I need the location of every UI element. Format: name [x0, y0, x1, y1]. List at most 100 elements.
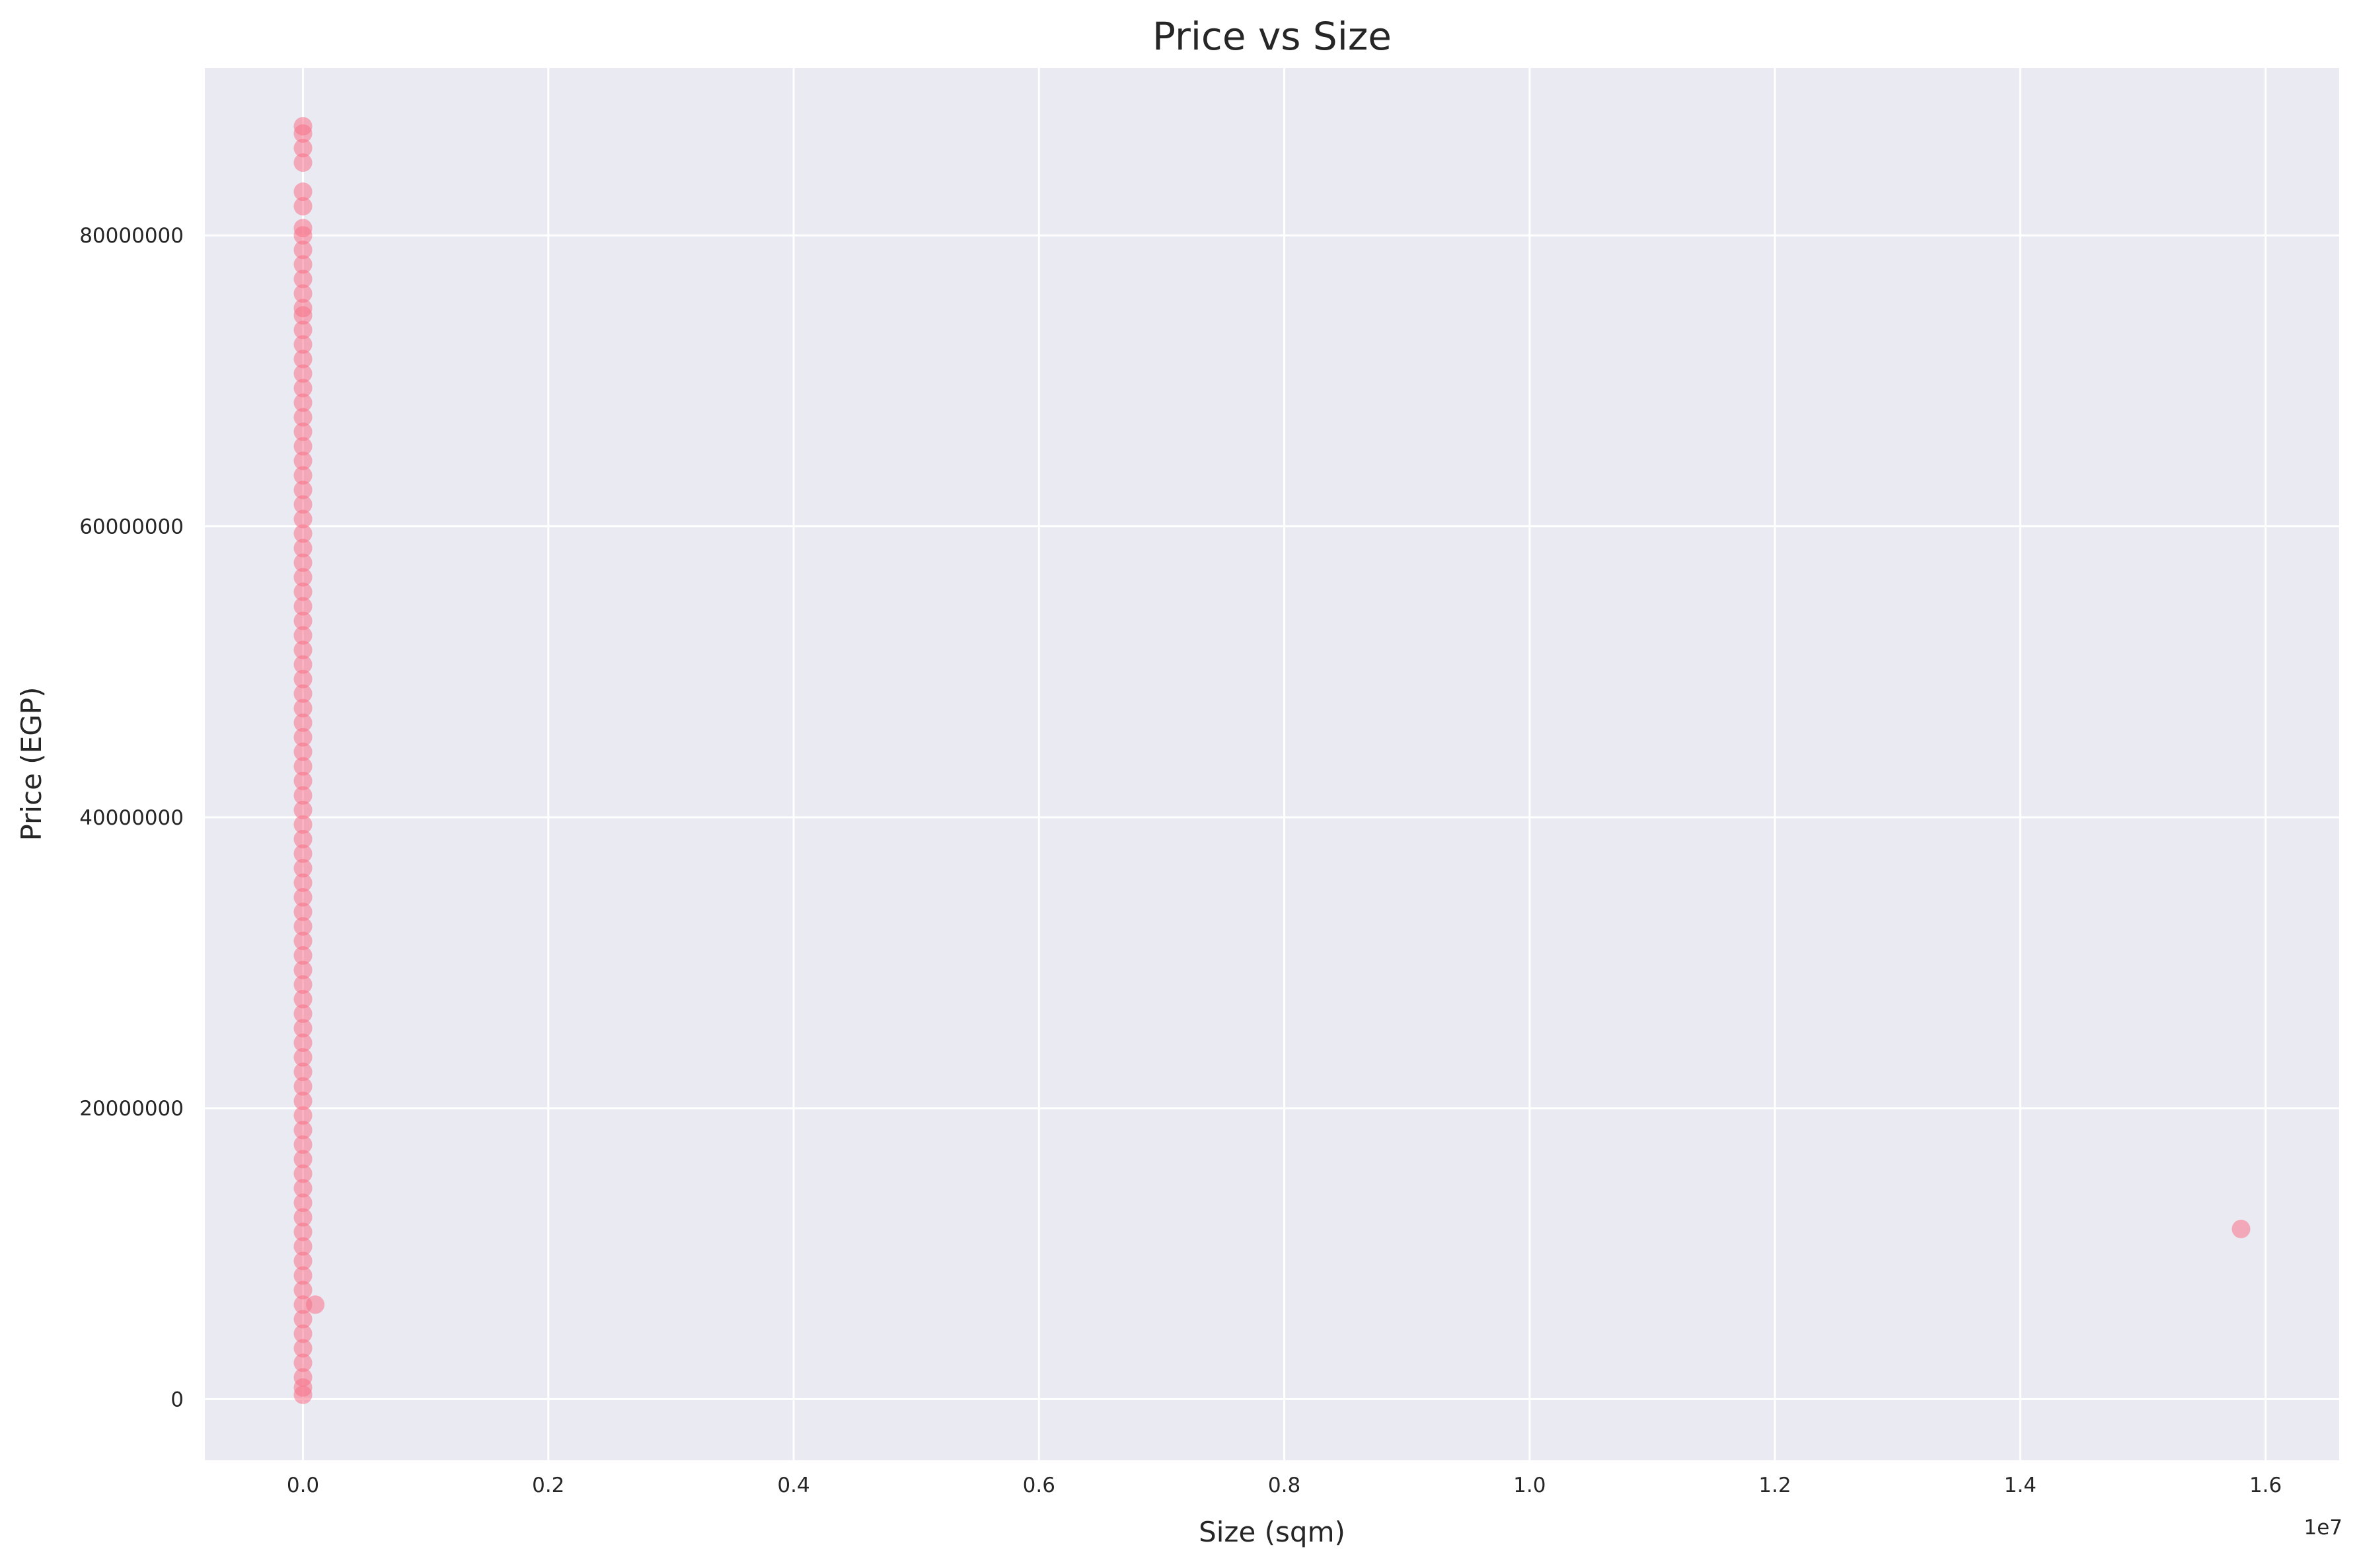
data-point	[293, 422, 313, 441]
data-point	[293, 553, 313, 572]
data-point	[293, 568, 313, 587]
data-point	[293, 844, 313, 863]
data-point	[293, 975, 313, 994]
data-point	[293, 1150, 313, 1169]
data-point	[293, 1033, 313, 1053]
y-tick-label: 40000000	[79, 806, 184, 830]
data-point	[293, 1048, 313, 1067]
x-tick-label: 1.4	[2004, 1474, 2037, 1497]
x-axis-label: Size (sqm)	[1199, 1516, 1345, 1548]
data-point	[306, 1295, 325, 1314]
data-point	[293, 932, 313, 951]
y-tick-label: 0	[170, 1388, 184, 1412]
x-tick-label: 0.8	[1268, 1474, 1300, 1497]
data-point	[2231, 1219, 2251, 1238]
y-tick-label: 20000000	[79, 1097, 184, 1121]
data-point	[293, 757, 313, 776]
data-point	[293, 524, 313, 543]
y-axis-label: Price (EGP)	[15, 687, 48, 841]
data-point	[293, 873, 313, 892]
data-point	[293, 1135, 313, 1154]
data-point	[293, 916, 313, 936]
data-point	[293, 611, 313, 630]
data-point	[293, 299, 313, 318]
y-tick-label: 80000000	[79, 224, 184, 248]
data-point	[293, 815, 313, 834]
data-point	[293, 350, 313, 369]
data-points	[293, 117, 2251, 1404]
data-point	[293, 1121, 313, 1140]
data-point	[293, 626, 313, 645]
data-point	[293, 1106, 313, 1125]
data-point	[293, 786, 313, 805]
data-point	[293, 153, 313, 172]
data-point	[293, 713, 313, 732]
data-point	[293, 1179, 313, 1198]
x-tick-label: 0.2	[532, 1474, 564, 1497]
data-point	[293, 1237, 313, 1256]
data-point	[293, 1324, 313, 1343]
data-point	[293, 1092, 313, 1111]
data-point	[293, 684, 313, 703]
plot-area	[205, 68, 2339, 1460]
data-point	[293, 539, 313, 558]
data-point	[293, 640, 313, 659]
data-point	[293, 1193, 313, 1213]
data-point	[293, 495, 313, 514]
data-point	[293, 182, 313, 202]
data-point	[293, 1164, 313, 1183]
x-tick-label: 1.2	[1758, 1474, 1791, 1497]
x-axis-ticks: 0.0 0.2 0.4 0.6 0.8 1.0 1.2 1.4 1.6	[287, 1474, 2282, 1497]
data-point	[293, 408, 313, 427]
data-point	[293, 1353, 313, 1372]
data-point	[293, 480, 313, 500]
data-point	[293, 197, 313, 216]
y-tick-label: 60000000	[79, 515, 184, 539]
data-point	[293, 320, 313, 340]
data-point	[293, 990, 313, 1009]
data-point	[293, 437, 313, 456]
data-point	[293, 771, 313, 790]
data-point	[293, 139, 313, 158]
data-point	[293, 669, 313, 689]
gridlines	[205, 68, 2339, 1460]
y-axis-ticks: 0 20000000 40000000 60000000 80000000	[79, 224, 184, 1411]
data-point	[293, 1368, 313, 1387]
data-point	[293, 1077, 313, 1096]
data-point	[293, 582, 313, 601]
data-point	[293, 1063, 313, 1082]
x-axis-offset-label: 1e7	[2303, 1516, 2342, 1540]
data-point	[293, 1004, 313, 1024]
data-point	[293, 1281, 313, 1300]
data-point	[293, 466, 313, 485]
data-point	[293, 509, 313, 529]
data-point	[293, 335, 313, 354]
x-tick-label: 0.0	[287, 1474, 319, 1497]
data-point	[293, 255, 313, 274]
data-point	[293, 1208, 313, 1227]
data-point	[293, 887, 313, 907]
data-point	[293, 961, 313, 980]
data-point	[293, 597, 313, 616]
data-point	[293, 858, 313, 877]
data-point	[293, 902, 313, 921]
data-point	[293, 1339, 313, 1358]
data-point	[293, 742, 313, 761]
data-point	[293, 829, 313, 848]
data-point	[293, 1019, 313, 1038]
data-point	[293, 946, 313, 965]
data-point	[293, 284, 313, 303]
data-point	[293, 379, 313, 398]
data-point	[293, 219, 313, 238]
data-point	[293, 1310, 313, 1329]
x-tick-label: 0.6	[1023, 1474, 1055, 1497]
data-point	[293, 451, 313, 470]
data-point	[293, 1251, 313, 1271]
data-point	[293, 728, 313, 747]
data-point	[293, 655, 313, 674]
data-point	[293, 270, 313, 289]
chart-title: Price vs Size	[1152, 14, 1392, 59]
x-tick-label: 0.4	[777, 1474, 809, 1497]
data-point	[293, 1266, 313, 1285]
